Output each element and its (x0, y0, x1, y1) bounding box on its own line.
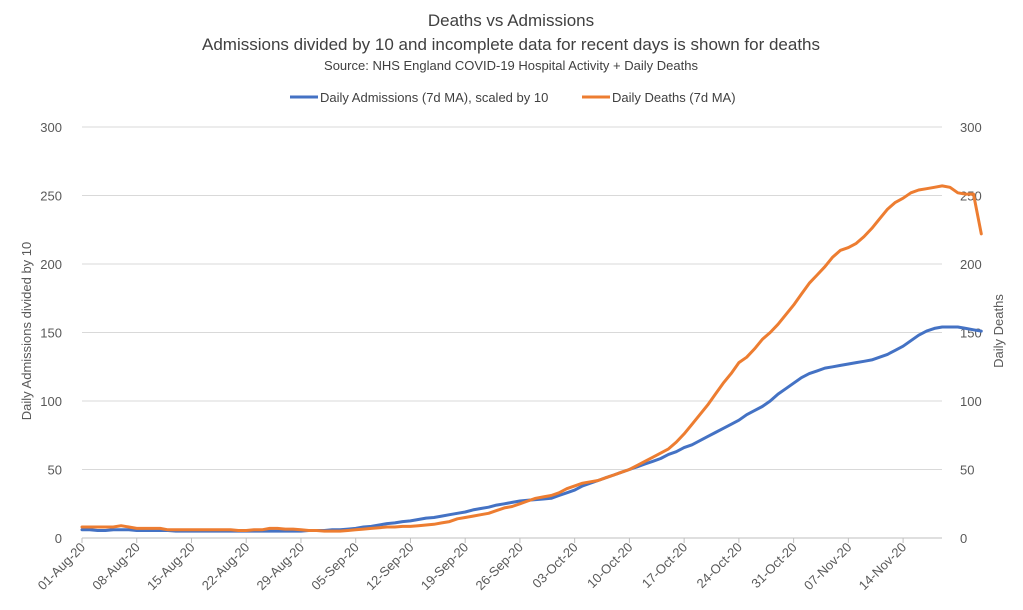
y-right-tick-label: 100 (960, 394, 982, 409)
chart-subtitle: Admissions divided by 10 and incomplete … (202, 35, 820, 54)
x-tick-label: 01-Aug-20 (35, 540, 89, 594)
x-tick-label: 07-Nov-20 (801, 540, 855, 594)
y-axis-left-ticks: 0 50 100 150 200 250 300 (40, 120, 62, 546)
chart-title: Deaths vs Admissions (428, 11, 594, 30)
series-layer (80, 184, 983, 533)
x-tick-label: 22-Aug-20 (199, 540, 253, 594)
y-axis-right-label: Daily Deaths (991, 294, 1006, 368)
y-right-tick-label: 250 (960, 189, 982, 204)
gridlines (82, 126, 942, 539)
y-left-tick-label: 200 (40, 257, 62, 272)
x-axis-ticks: 01-Aug-20 08-Aug-20 15-Aug-20 22-Aug-20 29-A… (35, 538, 910, 594)
x-tick-label: 29-Aug-20 (254, 540, 308, 594)
x-tick-label: 05-Sep-20 (308, 540, 362, 594)
x-tick-label: 10-Oct-20 (584, 540, 635, 591)
x-tick-label: 31-Oct-20 (748, 540, 799, 591)
x-tick-label: 24-Oct-20 (694, 540, 745, 591)
x-tick-label: 03-Oct-20 (529, 540, 580, 591)
series-line-deaths (80, 184, 983, 533)
y-right-tick-label: 50 (960, 463, 974, 478)
x-tick-label: 19-Sep-20 (418, 540, 472, 594)
y-right-tick-label: 0 (960, 531, 967, 546)
y-right-tick-label: 300 (960, 120, 982, 135)
x-tick-label: 12-Sep-20 (363, 540, 417, 594)
x-tick-label: 15-Aug-20 (144, 540, 198, 594)
x-tick-label: 26-Sep-20 (473, 540, 527, 594)
x-tick-label: 14-Nov-20 (856, 540, 910, 594)
legend-label-admissions: Daily Admissions (7d MA), scaled by 10 (320, 90, 548, 105)
y-left-tick-label: 150 (40, 326, 62, 341)
y-left-tick-label: 100 (40, 394, 62, 409)
y-left-tick-label: 300 (40, 120, 62, 135)
legend: Daily Admissions (7d MA), scaled by 10 D… (290, 90, 736, 105)
y-left-tick-label: 0 (55, 531, 62, 546)
y-right-tick-label: 200 (960, 257, 982, 272)
y-axis-left-label: Daily Admissions divided by 10 (19, 242, 34, 420)
legend-label-deaths: Daily Deaths (7d MA) (612, 90, 736, 105)
x-tick-label: 17-Oct-20 (639, 540, 690, 591)
chart-source: Source: NHS England COVID-19 Hospital Ac… (324, 58, 698, 73)
y-left-tick-label: 250 (40, 189, 62, 204)
x-tick-label: 08-Aug-20 (89, 540, 143, 594)
y-left-tick-label: 50 (48, 463, 62, 478)
